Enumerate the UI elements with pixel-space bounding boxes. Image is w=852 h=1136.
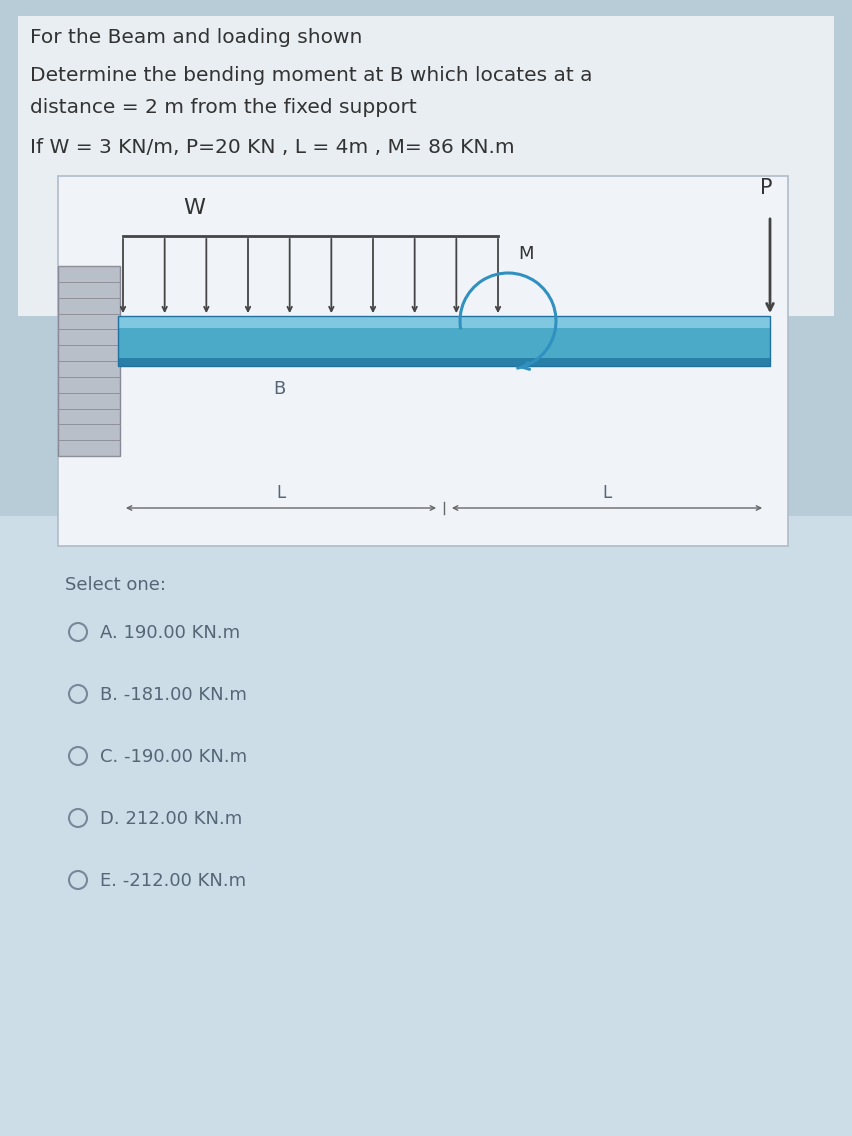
Text: Select one:: Select one: (65, 576, 166, 594)
Text: If W = 3 KN/m, P=20 KN , L = 4m , M= 86 KN.m: If W = 3 KN/m, P=20 KN , L = 4m , M= 86 … (30, 137, 515, 157)
Text: D. 212.00 KN.m: D. 212.00 KN.m (100, 810, 242, 828)
Text: W: W (183, 198, 205, 218)
Text: L: L (276, 484, 285, 502)
Text: P: P (760, 178, 772, 198)
Text: E. -212.00 KN.m: E. -212.00 KN.m (100, 872, 246, 889)
Bar (58, 176, 788, 546)
Text: C. -190.00 KN.m: C. -190.00 KN.m (100, 747, 247, 766)
Text: M: M (518, 245, 533, 264)
Bar (0, 516, 852, 1136)
Bar (118, 358, 770, 366)
Bar (118, 316, 770, 328)
Bar (0, 0, 852, 516)
Text: distance = 2 m from the fixed support: distance = 2 m from the fixed support (30, 98, 417, 117)
Bar (118, 328, 770, 358)
Text: A. 190.00 KN.m: A. 190.00 KN.m (100, 624, 240, 642)
Text: For the Beam and loading shown: For the Beam and loading shown (30, 28, 362, 47)
Bar (58, 266, 120, 456)
Text: L: L (602, 484, 612, 502)
Text: Determine the bending moment at B which locates at a: Determine the bending moment at B which … (30, 66, 592, 85)
Bar (118, 316, 770, 366)
FancyBboxPatch shape (18, 16, 834, 316)
Text: B: B (273, 381, 285, 398)
Text: B. -181.00 KN.m: B. -181.00 KN.m (100, 686, 247, 704)
